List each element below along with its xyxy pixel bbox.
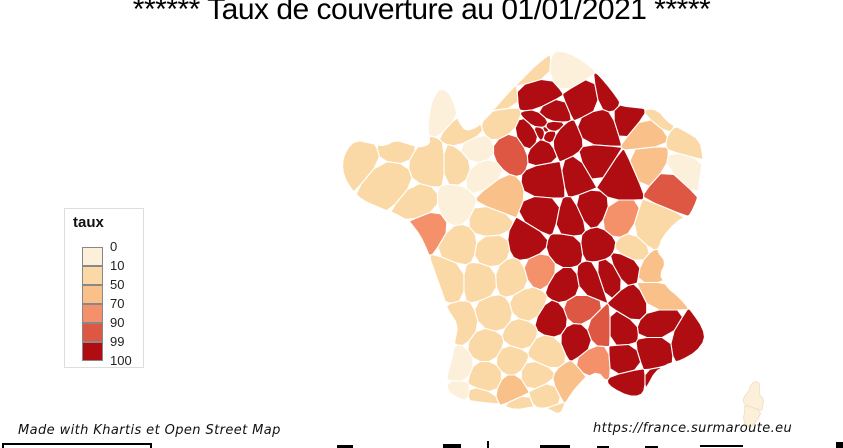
- screen-artifact: [540, 445, 570, 448]
- screen-artifact: [487, 441, 489, 448]
- screen-artifact: [2, 443, 152, 448]
- page-title: ****** Taux de couverture au 01/01/2021 …: [132, 0, 711, 26]
- legend-swatch-50: [82, 285, 103, 304]
- legend-tick: 50: [110, 277, 125, 292]
- dept-29: [341, 140, 380, 193]
- legend-tick: 99: [110, 334, 125, 349]
- dept-22: [376, 140, 416, 165]
- legend-swatch-70: [82, 304, 103, 323]
- dept-04: [635, 336, 674, 371]
- dept-17: [429, 253, 465, 304]
- legend-swatch-100: [82, 342, 103, 361]
- dept-30: [575, 345, 611, 381]
- screen-artifact: [443, 444, 461, 448]
- dept-13: [606, 368, 646, 397]
- dept-31: [495, 374, 530, 406]
- dept-34: [552, 360, 587, 404]
- screen-artifact: [337, 445, 353, 448]
- legend-tick: 100: [110, 353, 132, 368]
- dept-54: [620, 119, 669, 151]
- dept-83: [644, 366, 663, 389]
- credit-url: https://france.surmaroute.eu: [593, 421, 793, 436]
- screen-artifact: [700, 445, 743, 447]
- dept-35: [408, 135, 445, 188]
- dept-27: [480, 107, 522, 141]
- dept-32: [467, 360, 503, 393]
- map-legend: taux 0 10 50 70 90 99 100: [64, 208, 144, 368]
- dept-56: [355, 161, 413, 212]
- credit-khartis: Made with Khartis et Open Street Map: [18, 423, 281, 438]
- legend-swatch-90: [82, 323, 103, 342]
- screen-artifact: [645, 446, 658, 448]
- legend-tick: 10: [110, 258, 125, 273]
- legend-swatch-0: [82, 247, 103, 266]
- screen-artifact: [597, 446, 609, 448]
- legend-swatch-10: [82, 266, 103, 285]
- legend-tick: 0: [110, 239, 118, 254]
- dept-65: [467, 387, 500, 405]
- dept-85: [408, 211, 448, 256]
- dept-64: [446, 380, 471, 401]
- dept-03: [545, 233, 584, 269]
- legend-tick: 70: [110, 296, 125, 311]
- dept-08: [593, 72, 621, 113]
- legend-tick: 90: [110, 315, 125, 330]
- dept-81: [520, 361, 556, 390]
- dept-40: [446, 344, 474, 382]
- screen-artifact: [836, 442, 843, 448]
- legend-title: taux: [73, 214, 104, 231]
- dept-2A: [743, 405, 761, 427]
- dept-45: [520, 160, 566, 199]
- dept-05: [636, 309, 684, 339]
- dept-49: [436, 183, 478, 227]
- dept-62: [515, 53, 552, 87]
